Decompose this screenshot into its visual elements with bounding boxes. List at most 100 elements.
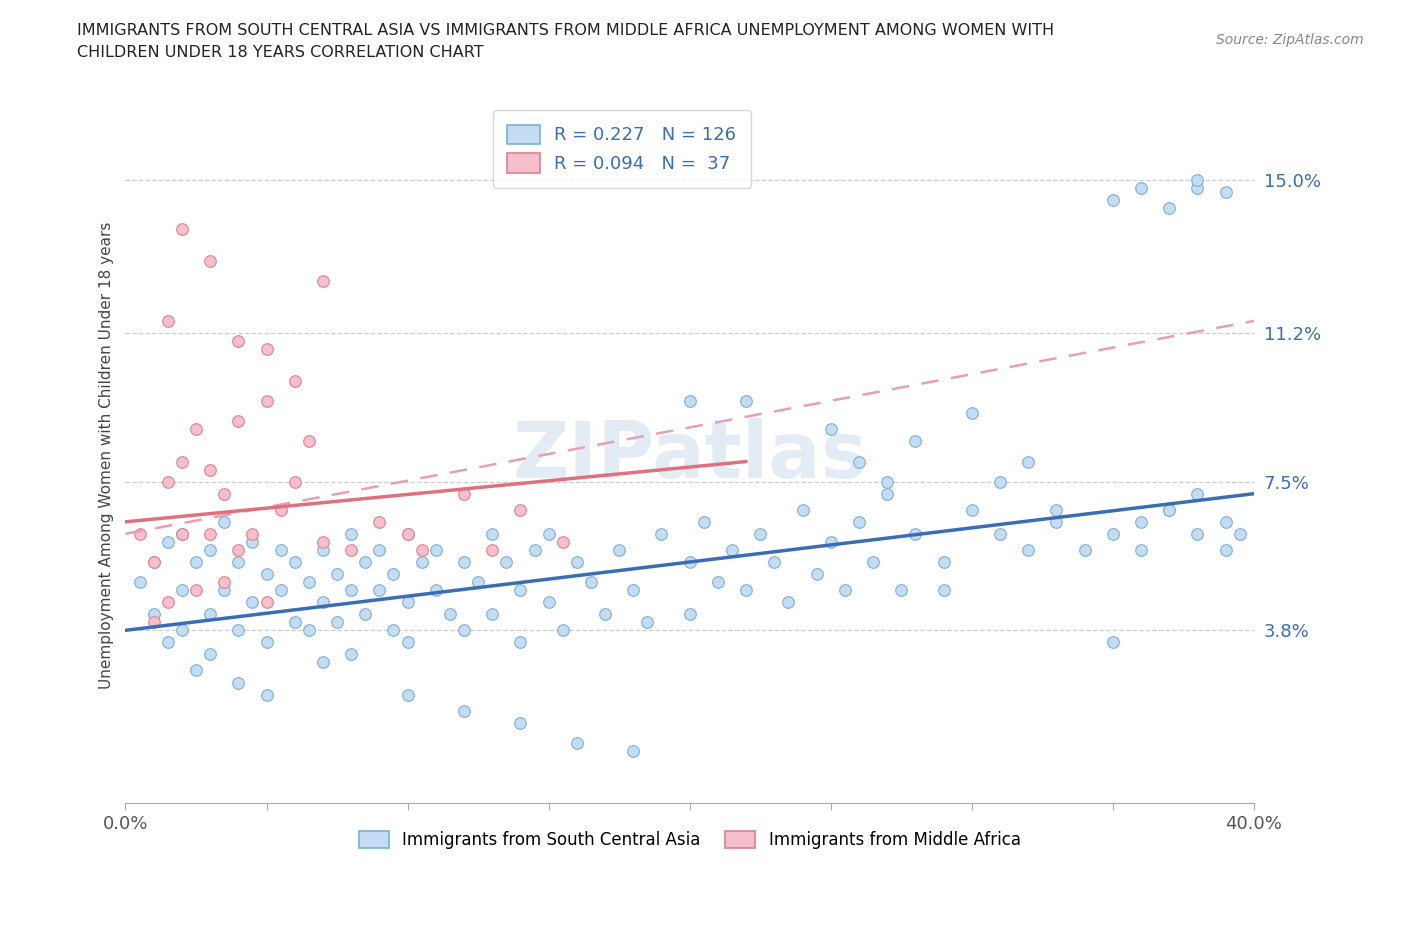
Point bbox=[820, 535, 842, 550]
Point bbox=[256, 566, 278, 581]
Point bbox=[509, 502, 531, 517]
Point bbox=[481, 542, 503, 557]
Point bbox=[156, 635, 179, 650]
Point bbox=[396, 687, 419, 702]
Point bbox=[256, 341, 278, 356]
Point bbox=[848, 454, 870, 469]
Point bbox=[1045, 514, 1067, 529]
Point bbox=[156, 535, 179, 550]
Point bbox=[467, 575, 489, 590]
Point bbox=[876, 474, 898, 489]
Point bbox=[509, 715, 531, 730]
Point bbox=[184, 663, 207, 678]
Point bbox=[932, 554, 955, 569]
Point bbox=[396, 526, 419, 541]
Point bbox=[284, 374, 307, 389]
Point bbox=[1101, 635, 1123, 650]
Point bbox=[607, 542, 630, 557]
Point bbox=[679, 394, 702, 409]
Point bbox=[198, 253, 221, 268]
Point bbox=[382, 566, 405, 581]
Point bbox=[256, 635, 278, 650]
Point bbox=[312, 535, 335, 550]
Point bbox=[439, 606, 461, 621]
Point bbox=[326, 566, 349, 581]
Point bbox=[312, 595, 335, 610]
Point bbox=[170, 221, 193, 236]
Point bbox=[1045, 502, 1067, 517]
Point bbox=[156, 595, 179, 610]
Point bbox=[495, 554, 517, 569]
Point bbox=[382, 623, 405, 638]
Point bbox=[453, 554, 475, 569]
Point bbox=[1159, 502, 1181, 517]
Point bbox=[679, 554, 702, 569]
Point bbox=[679, 606, 702, 621]
Point bbox=[354, 554, 377, 569]
Point bbox=[932, 583, 955, 598]
Point bbox=[156, 474, 179, 489]
Point bbox=[198, 542, 221, 557]
Text: ZIPatlas: ZIPatlas bbox=[512, 418, 868, 494]
Point bbox=[1187, 173, 1209, 188]
Point bbox=[270, 542, 292, 557]
Point bbox=[551, 623, 574, 638]
Point bbox=[270, 583, 292, 598]
Point bbox=[1215, 185, 1237, 200]
Point bbox=[806, 566, 828, 581]
Point bbox=[256, 595, 278, 610]
Point bbox=[1130, 542, 1153, 557]
Point bbox=[1017, 454, 1039, 469]
Text: CHILDREN UNDER 18 YEARS CORRELATION CHART: CHILDREN UNDER 18 YEARS CORRELATION CHAR… bbox=[77, 45, 484, 60]
Point bbox=[198, 647, 221, 662]
Point bbox=[242, 535, 264, 550]
Point bbox=[1101, 526, 1123, 541]
Point bbox=[523, 542, 546, 557]
Point bbox=[298, 575, 321, 590]
Point bbox=[621, 743, 644, 758]
Point bbox=[284, 615, 307, 630]
Point bbox=[1187, 526, 1209, 541]
Legend: Immigrants from South Central Asia, Immigrants from Middle Africa: Immigrants from South Central Asia, Immi… bbox=[350, 822, 1029, 857]
Point bbox=[198, 606, 221, 621]
Point bbox=[707, 575, 730, 590]
Point bbox=[226, 334, 249, 349]
Point bbox=[636, 615, 658, 630]
Point bbox=[1215, 542, 1237, 557]
Point bbox=[848, 514, 870, 529]
Point bbox=[721, 542, 744, 557]
Point bbox=[565, 736, 588, 751]
Point bbox=[735, 394, 758, 409]
Point bbox=[1229, 526, 1251, 541]
Point bbox=[425, 583, 447, 598]
Point bbox=[396, 595, 419, 610]
Point bbox=[142, 606, 165, 621]
Point bbox=[128, 526, 150, 541]
Point bbox=[1215, 514, 1237, 529]
Point bbox=[396, 635, 419, 650]
Point bbox=[960, 502, 983, 517]
Point bbox=[621, 583, 644, 598]
Point bbox=[1073, 542, 1095, 557]
Point bbox=[1159, 201, 1181, 216]
Point bbox=[312, 273, 335, 288]
Point bbox=[537, 526, 560, 541]
Point bbox=[242, 595, 264, 610]
Point bbox=[212, 514, 235, 529]
Point bbox=[170, 526, 193, 541]
Point bbox=[170, 623, 193, 638]
Point bbox=[142, 615, 165, 630]
Point bbox=[904, 526, 927, 541]
Point bbox=[142, 554, 165, 569]
Point bbox=[565, 554, 588, 569]
Point bbox=[453, 623, 475, 638]
Point bbox=[198, 462, 221, 477]
Point bbox=[778, 595, 800, 610]
Point bbox=[368, 514, 391, 529]
Point bbox=[170, 526, 193, 541]
Point bbox=[509, 583, 531, 598]
Point bbox=[693, 514, 716, 529]
Point bbox=[212, 486, 235, 501]
Point bbox=[226, 414, 249, 429]
Point bbox=[453, 703, 475, 718]
